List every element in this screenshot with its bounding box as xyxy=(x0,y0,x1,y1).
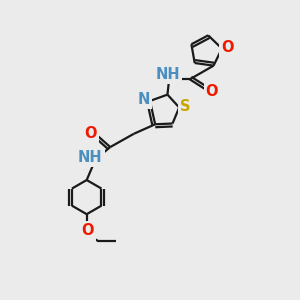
Text: N: N xyxy=(137,92,150,107)
Text: O: O xyxy=(84,126,97,141)
Text: O: O xyxy=(206,84,218,99)
Text: S: S xyxy=(180,99,191,114)
Text: NH: NH xyxy=(78,150,103,165)
Text: NH: NH xyxy=(155,68,180,82)
Text: O: O xyxy=(221,40,233,56)
Text: O: O xyxy=(81,224,94,238)
